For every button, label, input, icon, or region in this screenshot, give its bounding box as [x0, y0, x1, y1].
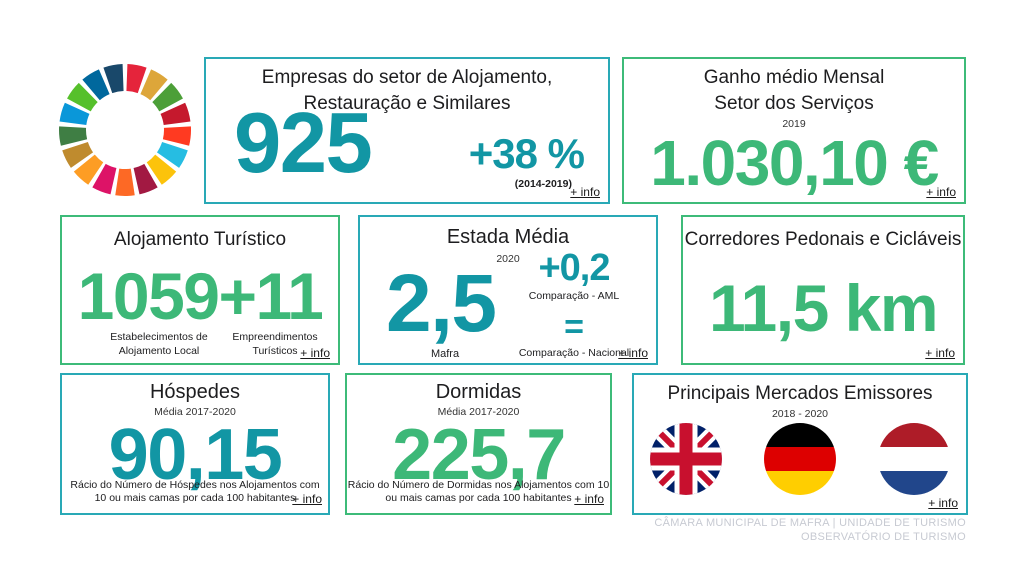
info-link[interactable]: + info [618, 346, 648, 360]
card-dormidas: Dormidas Média 2017-2020 225,7 Rácio do … [345, 373, 612, 515]
info-link[interactable]: + info [292, 492, 322, 506]
card-alojamento-turistico: Alojamento Turístico 1059+11 Estabelecim… [60, 215, 340, 365]
card-title: Corredores Pedonais e Cicláveis [684, 229, 962, 250]
estada-delta-aml-label: Comparação - AML [528, 290, 620, 302]
card-mercados-emissores: Principais Mercados Emissores 2018 - 202… [632, 373, 968, 515]
footer-credit: CÂMARA MUNICIPAL DE MAFRA | UNIDADE DE T… [654, 517, 966, 545]
card-title: Principais Mercados Emissores [667, 383, 933, 404]
card-title: Alojamento Turístico [113, 229, 287, 250]
card-title-line2: Restauração e Similares [303, 93, 511, 115]
info-link[interactable]: + info [570, 185, 600, 199]
empresas-delta-period: (2014-2019) [514, 178, 572, 190]
empreendimentos-value: +11 [218, 259, 324, 333]
alojamento-values: 1059+11 [62, 263, 338, 329]
flag-united-kingdom-icon [650, 423, 722, 495]
corredores-value: 11,5 km [708, 271, 939, 345]
card-title: Dormidas [435, 381, 522, 403]
dormidas-subtitle: Média 2017-2020 [437, 406, 520, 418]
mercados-period: 2018 - 2020 [771, 408, 829, 420]
hospedes-caption: Rácio do Número de Hóspedes nos Alojamen… [70, 478, 320, 505]
dormidas-caption: Rácio do Número de Dormidas nos Alojamen… [347, 478, 610, 505]
estada-comparisons: +0,2 Comparação - AML = Comparação - Nac… [498, 249, 650, 359]
hospedes-subtitle: Média 2017-2020 [154, 406, 236, 418]
card-title-line2: Setor dos Serviços [714, 93, 874, 115]
estada-value-label: Mafra [430, 348, 460, 360]
empreendimentos-label: Empreendimentos Turísticos [232, 331, 318, 357]
estada-value: 2,5 [386, 258, 497, 349]
card-title-line1: Empresas do setor de Alojamento, [261, 67, 553, 88]
card-title: Hóspedes [149, 381, 241, 403]
info-link[interactable]: + info [928, 496, 958, 510]
info-link[interactable]: + info [300, 346, 330, 360]
ganho-value: 1.030,10 € [650, 127, 939, 199]
hospedes-value: 90,15 [108, 415, 283, 495]
sdg-wheel-icon [58, 64, 192, 197]
card-ganho-medio: Ganho médio Mensal Setor dos Serviços 20… [622, 57, 966, 204]
info-link[interactable]: + info [574, 492, 604, 506]
empresas-delta: +38 % [468, 130, 585, 177]
card-corredores: Corredores Pedonais e Cicláveis 11,5 km … [681, 215, 965, 365]
flag-netherlands-icon [878, 423, 950, 495]
ganho-year: 2019 [782, 118, 806, 130]
footer-line2: OBSERVATÓRIO DE TURISMO [801, 530, 966, 543]
flags-row [650, 423, 950, 495]
info-link[interactable]: + info [925, 346, 955, 360]
card-title: Empresas do setor de Alojamento, Restaur… [206, 65, 608, 117]
flag-germany-icon [764, 423, 836, 495]
estada-delta-nacional: = [564, 308, 584, 346]
empresas-value: 925 [234, 96, 373, 191]
card-empresas-alojamento: Empresas do setor de Alojamento, Restaur… [204, 57, 610, 204]
dormidas-value: 225,7 [392, 415, 566, 495]
card-title: Estada Média [446, 226, 570, 248]
estada-delta-aml: +0,2 [538, 247, 610, 289]
info-link[interactable]: + info [926, 185, 956, 199]
estada-year: 2020 [496, 253, 520, 265]
card-title: Ganho médio Mensal Setor dos Serviços [624, 65, 964, 117]
sdg-wheel-logo [58, 63, 192, 197]
card-hospedes: Hóspedes Média 2017-2020 90,15 Rácio do … [60, 373, 330, 515]
alojamento-local-value: 1059 [77, 259, 220, 333]
alojamento-local-label: Estabelecimentos de Alojamento Local [110, 331, 208, 357]
footer-line1: CÂMARA MUNICIPAL DE MAFRA | UNIDADE DE T… [654, 517, 966, 529]
card-estada-media: Estada Média 2020 2,5 Mafra +0,2 Compara… [358, 215, 658, 365]
estada-delta-nacional-label: Comparação - Nacional [518, 347, 630, 359]
card-title-line1: Ganho médio Mensal [703, 67, 885, 88]
